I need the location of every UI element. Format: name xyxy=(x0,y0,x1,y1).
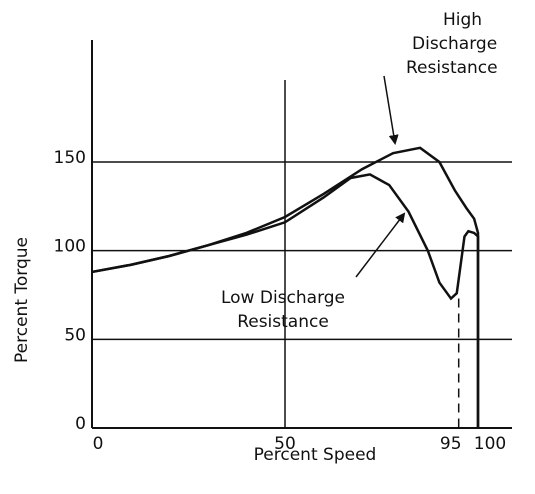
annotation: Resistance xyxy=(406,58,498,78)
arrow xyxy=(355,212,406,278)
y-tick-label: 100 xyxy=(54,237,86,257)
x-tick-label: 0 xyxy=(93,434,104,454)
arrow xyxy=(383,75,399,145)
annotation: Low Discharge xyxy=(221,288,345,308)
line-series xyxy=(91,173,480,428)
x-tick-label: 95 xyxy=(440,434,462,454)
y-tick-label: 150 xyxy=(54,148,86,168)
y-tick-label: 0 xyxy=(75,414,86,434)
annotation: Discharge xyxy=(412,34,497,54)
y-axis-label: Percent Torque xyxy=(12,237,32,363)
annotation: Resistance xyxy=(237,312,329,332)
x-tick-label: 50 xyxy=(274,434,296,454)
y-tick-label: 50 xyxy=(64,325,86,345)
annotation: High xyxy=(443,10,482,30)
x-axis-label: Percent Speed xyxy=(254,445,377,465)
x-tick-label: 100 xyxy=(474,434,506,454)
